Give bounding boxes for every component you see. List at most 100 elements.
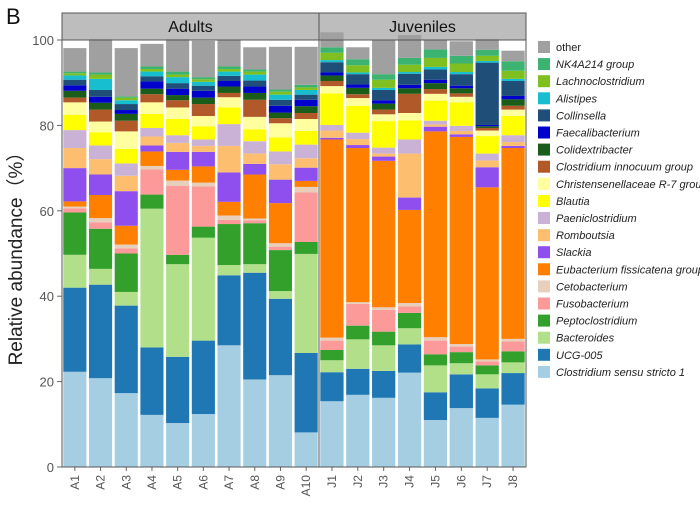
bar-segment	[346, 132, 370, 140]
bar-segment	[191, 340, 215, 415]
bar-segment	[346, 98, 370, 106]
bar-segment	[88, 89, 113, 97]
bar-segment	[475, 55, 499, 61]
bar-segment	[140, 151, 164, 166]
bar-segment	[88, 121, 113, 133]
bar-segment	[423, 120, 448, 125]
bar-segment	[140, 127, 164, 137]
bar-segment	[191, 126, 215, 140]
bar-segment	[191, 97, 215, 105]
bar-segment	[217, 201, 241, 216]
legend-label: Colidextribacter	[556, 145, 634, 157]
bar-segment	[243, 218, 267, 221]
bar-segment	[501, 351, 525, 363]
bar-segment	[320, 75, 344, 81]
bar-segment	[191, 85, 215, 91]
bar-segment	[346, 325, 370, 340]
bar-segment	[320, 72, 344, 76]
bar-segment	[63, 114, 87, 131]
legend-swatch	[538, 331, 550, 344]
bar-segment	[372, 109, 396, 115]
legend-swatch	[538, 212, 550, 224]
bar-segment	[449, 125, 473, 131]
bar-segment	[449, 88, 473, 94]
bar-segment	[294, 167, 318, 181]
bar-segment	[346, 139, 370, 146]
legend-swatch	[538, 41, 550, 53]
bar-segment	[501, 95, 525, 100]
bar-segment	[501, 373, 525, 405]
bar-segment	[372, 309, 396, 332]
bar-segment	[320, 401, 344, 467]
bar-segment	[449, 352, 473, 364]
bar-segment	[268, 298, 293, 376]
legend-swatch	[538, 126, 550, 139]
bar-segment	[63, 287, 87, 372]
bar-segment	[423, 93, 448, 101]
legend-label: Clostridium innocuum group	[556, 162, 693, 174]
bar-segment	[475, 49, 499, 56]
bar-segment	[140, 136, 164, 146]
bar-segment	[346, 47, 370, 60]
x-tick-label: J5	[428, 475, 442, 488]
bar-segment	[294, 113, 318, 119]
legend-label: Fusobacterium	[556, 299, 629, 311]
bar-segment	[397, 306, 422, 313]
bar-segment	[217, 172, 241, 202]
legend-label: Paeniclostridium	[556, 213, 637, 225]
legend-label: Eubacterium fissicatena group	[556, 264, 700, 276]
bar-segment	[191, 166, 215, 183]
bar-segment	[268, 375, 293, 467]
bar-segment	[475, 153, 499, 161]
y-tick-label: 80	[40, 118, 54, 133]
bar-segment	[372, 100, 396, 104]
y-tick-label: 60	[40, 204, 54, 219]
bar-segment	[243, 71, 267, 75]
bar-segment	[63, 168, 87, 202]
bar-segment	[320, 124, 344, 131]
bar-segment	[191, 40, 215, 78]
bar-segment	[294, 186, 318, 193]
bar-segment	[140, 43, 164, 67]
bar-segment	[423, 89, 448, 94]
bar-segment	[372, 156, 396, 161]
bar-segment	[166, 169, 190, 181]
bar-segment	[114, 305, 138, 394]
bar-segment	[475, 359, 499, 362]
x-tick-label: A9	[273, 475, 287, 490]
bar-segment	[268, 203, 293, 244]
bar-segment	[346, 148, 370, 303]
bar-segment	[423, 57, 448, 67]
bar-segment	[397, 372, 422, 467]
bar-segment	[63, 130, 87, 149]
bar-segment	[397, 93, 422, 114]
bar-segment	[63, 85, 87, 91]
bar-segment	[372, 331, 396, 346]
x-tick-label: A10	[299, 475, 313, 497]
bar-segment	[294, 84, 318, 88]
bar-segment	[217, 265, 241, 276]
bar-segment	[397, 197, 422, 210]
bar-segment	[346, 74, 370, 85]
bar-segment	[449, 72, 473, 75]
bar-segment	[423, 124, 448, 127]
bar-segment	[372, 147, 396, 154]
bar-segment	[294, 89, 318, 95]
bar-segment	[501, 80, 525, 96]
bar-segment	[88, 39, 113, 73]
bar-segment	[166, 142, 190, 152]
facet-panel-border	[318, 39, 527, 468]
legend-label: NK4A214 group	[556, 59, 634, 71]
bar-segment	[501, 338, 525, 342]
bar-segment	[346, 339, 370, 369]
legend-swatch	[538, 365, 550, 378]
legend-label: Peptoclostridium	[556, 316, 637, 328]
bar-segment	[320, 62, 344, 73]
bar-segment	[449, 85, 473, 89]
bar-segment	[501, 61, 525, 71]
legend-label: other	[556, 42, 581, 54]
bar-segment	[397, 328, 422, 345]
legend-swatch	[538, 348, 550, 361]
legend-swatch	[538, 194, 550, 207]
bar-segment	[114, 225, 138, 245]
